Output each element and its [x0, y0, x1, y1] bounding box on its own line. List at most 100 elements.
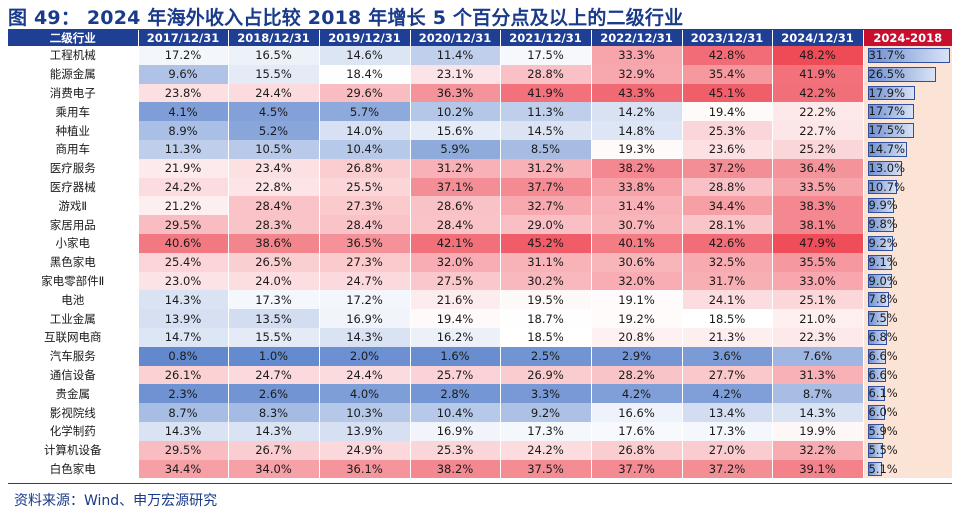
diff-cell: 9.1% — [863, 252, 952, 272]
share-cell: 24.2% — [138, 177, 229, 197]
share-cell: 14.5% — [500, 121, 592, 140]
share-cell: 23.6% — [682, 139, 773, 159]
table-row: 乘用车 4.1% 4.5% 5.7% 10.2% 11.3% 14.2% 19.4% 22.2%… — [8, 102, 952, 122]
share-cell: 14.3% — [772, 403, 864, 422]
industry-name: 通信设备 — [8, 365, 139, 385]
diff-bar — [867, 348, 887, 364]
share-cell: 14.3% — [319, 327, 411, 347]
industry-name: 汽车服务 — [8, 346, 139, 366]
industry-name: 互联网电商 — [8, 327, 139, 347]
share-cell: 27.7% — [682, 365, 773, 385]
share-cell: 21.2% — [138, 196, 229, 216]
share-cell: 34.0% — [228, 459, 320, 479]
share-cell: 23.8% — [138, 83, 229, 103]
share-cell: 4.2% — [682, 384, 773, 404]
diff-cell: 6.6% — [863, 346, 952, 366]
share-cell: 22.3% — [772, 327, 864, 347]
industry-name: 商用车 — [8, 139, 139, 159]
share-cell: 2.6% — [228, 384, 320, 404]
share-cell: 23.0% — [138, 271, 229, 291]
share-cell: 10.4% — [410, 403, 501, 422]
share-cell: 30.7% — [591, 215, 683, 234]
share-cell: 20.8% — [591, 327, 683, 347]
share-cell: 33.3% — [591, 46, 683, 65]
share-cell: 35.5% — [772, 252, 864, 272]
share-cell: 31.7% — [682, 271, 773, 291]
share-cell: 9.2% — [500, 403, 592, 422]
share-cell: 27.5% — [410, 271, 501, 291]
share-cell: 42.6% — [682, 233, 773, 253]
diff-bar — [867, 405, 885, 420]
share-cell: 23.4% — [228, 158, 320, 178]
share-cell: 17.2% — [138, 46, 229, 65]
share-cell: 18.4% — [319, 64, 411, 84]
share-cell: 14.8% — [591, 121, 683, 140]
diff-cell: 9.8% — [863, 215, 952, 234]
diff-label: 9.2% — [868, 235, 898, 250]
diff-cell: 7.8% — [863, 290, 952, 310]
share-cell: 32.7% — [500, 196, 592, 216]
share-cell: 26.8% — [319, 158, 411, 178]
figure-title: 图 49： 2024 年海外收入占比较 2018 年增长 5 个百分点及以上的二… — [8, 7, 684, 29]
industry-name: 家电零部件Ⅱ — [8, 271, 139, 291]
share-cell: 28.8% — [682, 177, 773, 197]
share-cell: 14.2% — [591, 102, 683, 122]
share-cell: 37.2% — [682, 459, 773, 479]
share-cell: 11.3% — [138, 139, 229, 159]
share-cell: 27.0% — [682, 440, 773, 460]
share-cell: 28.8% — [500, 64, 592, 84]
share-cell: 19.2% — [591, 309, 683, 328]
share-cell: 32.9% — [591, 64, 683, 84]
header-row: 二级行业 2017/12/31 2018/12/31 2019/12/31 2020/1… — [8, 30, 952, 46]
share-cell: 17.5% — [500, 46, 592, 65]
share-cell: 4.0% — [319, 384, 411, 404]
diff-bar — [867, 85, 915, 101]
diff-label: 14.7% — [868, 141, 906, 156]
share-cell: 30.6% — [591, 252, 683, 272]
share-cell: 36.3% — [410, 83, 501, 103]
industry-name: 黑色家电 — [8, 252, 139, 272]
industry-name: 乘用车 — [8, 102, 139, 122]
industry-name: 游戏Ⅱ — [8, 196, 139, 216]
diff-bar — [867, 104, 915, 120]
share-cell: 25.2% — [772, 139, 864, 159]
share-cell: 5.9% — [410, 139, 501, 159]
table-row: 工程机械 17.2% 16.5% 14.6% 11.4% 17.5% 33.3% 42.8% 4… — [8, 46, 952, 65]
share-cell: 13.9% — [319, 421, 411, 441]
diff-cell: 9.9% — [863, 196, 952, 216]
share-cell: 15.6% — [410, 121, 501, 140]
share-cell: 0.8% — [138, 346, 229, 366]
column-header: 2021/12/31 — [500, 30, 592, 46]
table-row: 小家电 40.6% 38.6% 36.5% 42.1% 45.2% 40.1% 42.6% 47… — [8, 233, 952, 253]
share-cell: 15.5% — [228, 327, 320, 347]
share-cell: 13.9% — [138, 309, 229, 328]
share-cell: 13.4% — [682, 403, 773, 422]
industry-name: 化学制药 — [8, 421, 139, 441]
share-cell: 19.9% — [772, 421, 864, 441]
share-cell: 33.0% — [772, 271, 864, 291]
table-row: 商用车 11.3% 10.5% 10.4% 5.9% 8.5% 19.3% 23.6% 25.2… — [8, 139, 952, 159]
diff-bar — [867, 141, 907, 157]
share-cell: 10.4% — [319, 139, 411, 159]
share-cell: 13.5% — [228, 309, 320, 328]
industry-name: 医疗器械 — [8, 177, 139, 197]
share-cell: 29.5% — [138, 215, 229, 234]
industry-name: 能源金属 — [8, 64, 139, 84]
diff-cell: 14.7% — [863, 139, 952, 159]
table-row: 游戏Ⅱ 21.2% 28.4% 27.3% 28.6% 32.7% 31.4% 34.4% 38… — [8, 196, 952, 216]
diff-label: 5.9% — [868, 423, 898, 438]
column-header: 2024-2018 — [863, 30, 952, 46]
diff-bar — [867, 198, 895, 214]
share-cell: 36.5% — [319, 233, 411, 253]
diff-bar — [867, 386, 885, 402]
table-row: 化学制药 14.3% 14.3% 13.9% 16.9% 17.3% 17.6% 17.3% 1… — [8, 421, 952, 441]
diff-label: 13.0% — [868, 160, 906, 175]
diff-label: 5.1% — [868, 461, 898, 476]
share-cell: 24.7% — [319, 271, 411, 291]
table-row: 消费电子 23.8% 24.4% 29.6% 36.3% 41.9% 43.3% 45.1% 4… — [8, 83, 952, 103]
share-cell: 14.6% — [319, 46, 411, 65]
share-cell: 31.2% — [500, 158, 592, 178]
share-cell: 48.2% — [772, 46, 864, 65]
share-cell: 40.6% — [138, 233, 229, 253]
industry-name: 小家电 — [8, 233, 139, 253]
